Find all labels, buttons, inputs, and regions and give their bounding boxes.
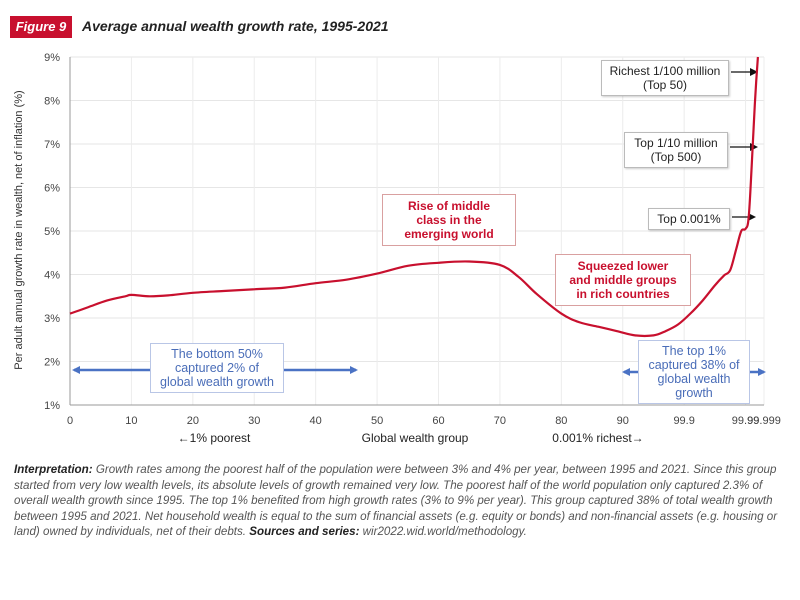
annotation-top1-line: The top 1% — [662, 344, 726, 358]
x-tick-label: 80 — [555, 415, 567, 427]
figure-badge: Figure 9 — [10, 16, 72, 38]
y-axis-label: Per adult annual growth rate in wealth, … — [13, 90, 25, 369]
interpretation-label: Interpretation: — [14, 463, 93, 476]
y-tick-label: 2% — [44, 357, 60, 369]
y-tick-label: 1% — [44, 400, 60, 412]
x-tick-label: 40 — [310, 415, 322, 427]
axes: 1% 2% 3% 4% 5% 6% 7% 8% 9% 0 10 20 30 40 50 60 70 80 90 99.… — [44, 52, 781, 427]
x-tick-label: 99.9 — [673, 415, 694, 427]
annotation-bottom50-line: The bottom 50% — [171, 347, 263, 361]
y-tick-label: 8% — [44, 96, 60, 108]
annotation-middle-class-line: Rise of middle — [407, 199, 490, 213]
y-tick-label: 9% — [44, 52, 60, 64]
annotation-squeezed-line: Squeezed lower — [577, 259, 669, 273]
annotation-top-100m-line: (Top 50) — [642, 78, 688, 92]
annotation-middle-class-line: emerging world — [404, 227, 494, 241]
annotation-top-100m-line: Richest 1/100 million — [609, 64, 721, 78]
annotation-top-10m-line: (Top 500) — [650, 150, 702, 164]
annotation-bottom50-line: global wealth growth — [160, 375, 274, 389]
x-tick-label: 10 — [125, 415, 137, 427]
x-tick-label: 70 — [494, 415, 506, 427]
annotation-squeezed-line: and middle groups — [569, 273, 677, 287]
y-tick-label: 7% — [44, 139, 60, 151]
annotation-top1-line: growth — [675, 386, 713, 400]
x-axis-label: Global wealth group — [362, 431, 469, 445]
y-tick-label: 5% — [44, 226, 60, 238]
annotation-squeezed: Squeezed lower and middle groups in rich… — [555, 254, 691, 306]
annotation-middle-class-line: class in the — [416, 213, 482, 227]
annotation-top-100m: Richest 1/100 million (Top 50) — [601, 60, 729, 96]
x-tick-label: 30 — [248, 415, 260, 427]
x-tick-label: 99.99 — [732, 415, 760, 427]
sources-label: Sources and series: — [249, 525, 360, 538]
annotation-middle-class: Rise of middle class in the emerging wor… — [382, 194, 516, 246]
sources-text: wir2022.wid.world/methodology. — [359, 525, 527, 538]
x-tick-label: 99.999 — [747, 415, 781, 427]
annotation-top1-line: captured 38% of — [648, 358, 740, 372]
y-tick-label: 4% — [44, 270, 60, 282]
series-line — [69, 56, 759, 338]
x-tick-label: 60 — [432, 415, 444, 427]
annotation-bottom50: The bottom 50% captured 2% of global wea… — [150, 343, 284, 393]
x-tick-label: 0 — [67, 415, 73, 427]
y-tick-label: 3% — [44, 313, 60, 325]
x-tick-label: 50 — [371, 415, 383, 427]
annotation-bottom50-line: captured 2% of — [174, 361, 260, 375]
interpretation-text: Growth rates among the poorest half of t… — [14, 463, 778, 538]
annotation-top-10m-line: Top 1/10 million — [634, 136, 718, 150]
x-tick-label: 90 — [617, 415, 629, 427]
x-axis-right-label: 0.001% richest→ — [552, 431, 643, 445]
interpretation-notes: Interpretation: Growth rates among the p… — [14, 462, 786, 540]
annotation-top-0001: Top 0.001% — [648, 208, 730, 230]
y-tick-label: 6% — [44, 183, 60, 195]
figure-title: Average annual wealth growth rate, 1995-… — [82, 18, 389, 34]
x-tick-label: 20 — [187, 415, 199, 427]
annotation-top-0001-line: Top 0.001% — [657, 212, 721, 226]
annotation-squeezed-line: in rich countries — [576, 287, 670, 301]
annotation-top1-line: global wealth — [657, 372, 731, 386]
annotation-top-10m: Top 1/10 million (Top 500) — [624, 132, 728, 168]
x-axis-left-label: ←1% poorest — [178, 431, 251, 445]
annotation-top1: The top 1% captured 38% of global wealth… — [638, 340, 750, 404]
